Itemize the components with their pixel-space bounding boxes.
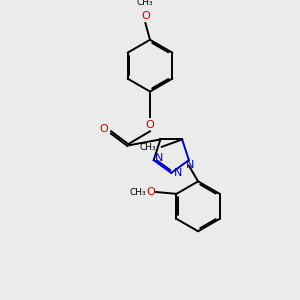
Text: CH₃: CH₃	[129, 188, 146, 197]
Text: O: O	[146, 120, 154, 130]
Text: O: O	[99, 124, 108, 134]
Text: CH₃: CH₃	[136, 0, 153, 7]
Text: O: O	[146, 187, 155, 196]
Text: N: N	[186, 160, 194, 170]
Text: O: O	[141, 11, 150, 21]
Text: N: N	[154, 153, 163, 163]
Text: N: N	[174, 168, 182, 178]
Text: CH₃: CH₃	[140, 143, 156, 152]
